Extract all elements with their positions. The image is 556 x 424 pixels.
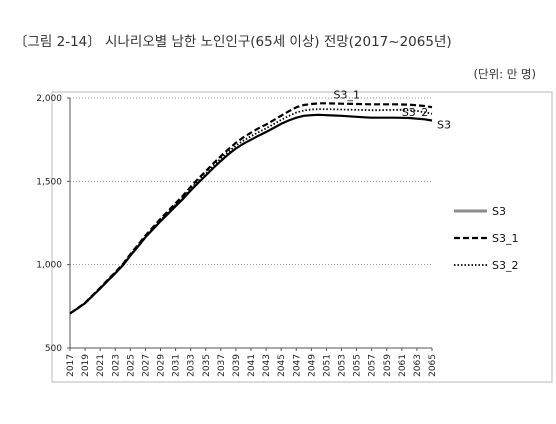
series-end-labels: S3 S3_1 S3_2: [334, 88, 451, 131]
x-tick-label: 2047: [292, 354, 302, 377]
x-tick-label: 2059: [383, 354, 393, 377]
x-tick-label: 2035: [202, 354, 212, 377]
x-tick-label: 2045: [277, 354, 287, 377]
x-tick-label: 2023: [111, 354, 121, 377]
y-tick-label: 500: [45, 344, 62, 354]
legend-label-s3-2: S3_2: [492, 259, 518, 272]
x-tick-label: 2019: [81, 354, 91, 377]
x-tick-label: 2017: [66, 354, 76, 377]
x-tick-label: 2051: [322, 354, 332, 377]
x-tick-label: 2041: [247, 354, 257, 377]
unit-label: (단위: 만 명): [473, 67, 536, 81]
legend-label-s3-1: S3_1: [492, 232, 518, 245]
x-tick-labels: 2017 2019 2021 2023 2025 2027 2029 2031 2033 2035…: [66, 354, 438, 377]
legend: S3 S3_1 S3_2: [454, 205, 518, 272]
series-line-s3-1: [69, 102, 433, 315]
legend-label-s3: S3: [492, 205, 506, 218]
x-tick-label: 2053: [338, 354, 348, 377]
x-tick-label: 2055: [353, 354, 363, 377]
x-tick-label: 2057: [368, 354, 378, 377]
plot-area-border: [70, 98, 432, 348]
x-tick-label: 2061: [398, 354, 408, 377]
x-tick-label: 2039: [232, 354, 242, 377]
x-tick-label: 2065: [428, 354, 438, 377]
gridlines: [70, 97, 432, 266]
x-tick-label: 2063: [413, 354, 423, 377]
series-label-s3-1: S3_1: [334, 88, 360, 101]
y-tick-label: 1,500: [36, 177, 62, 187]
series-line-s3-2: [69, 108, 433, 315]
x-tick-label: 2031: [172, 354, 182, 377]
series-label-s3-2: S3_2: [402, 106, 428, 119]
x-tick-label: 2049: [307, 354, 317, 377]
plot-frame: [51, 91, 553, 383]
x-tick-label: 2027: [141, 354, 151, 377]
y-tick-label: 2,000: [36, 94, 62, 104]
x-tick-label: 2037: [217, 354, 227, 377]
y-tick-labels: 500 1,000 1,500 2,000: [36, 94, 62, 354]
x-tick-label: 2033: [187, 354, 197, 377]
series-lines: [69, 102, 433, 315]
series-line-s3: [69, 113, 433, 315]
x-tick-label: 2025: [126, 354, 136, 377]
figure-title: 〔그림 2-14〕 시나리오별 남한 노인인구(65세 이상) 전망(2017~…: [14, 34, 452, 50]
series-label-s3: S3: [437, 119, 451, 132]
x-tick-label: 2021: [96, 354, 106, 377]
axes: [67, 97, 433, 351]
x-tick-label: 2043: [262, 354, 272, 377]
y-tick-label: 1,000: [36, 261, 62, 271]
x-tick-label: 2029: [157, 354, 167, 377]
